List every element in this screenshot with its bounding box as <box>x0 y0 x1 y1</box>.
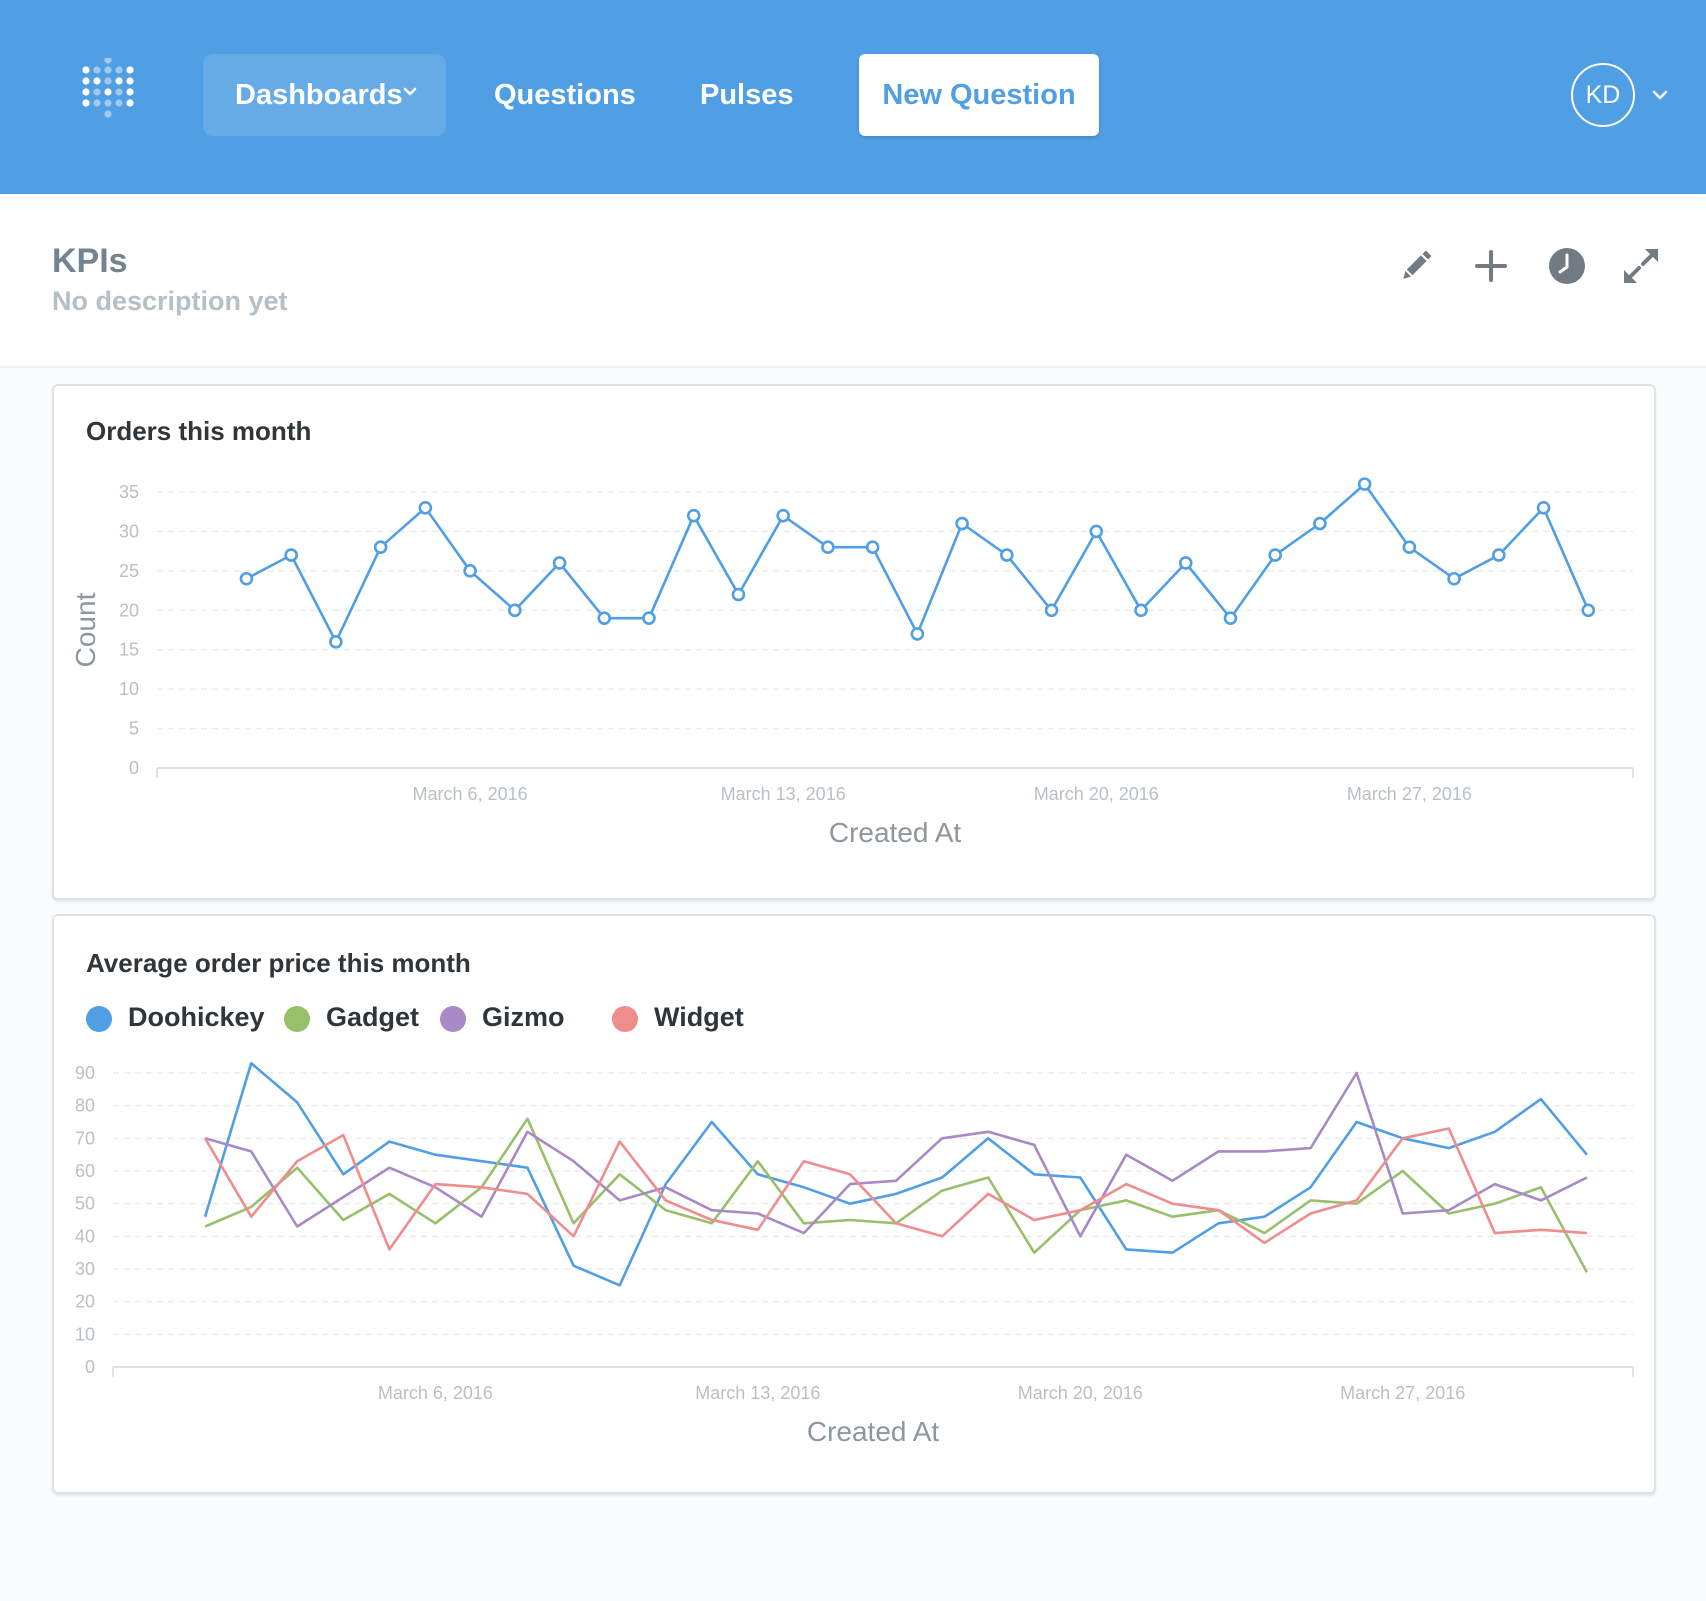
data-point[interactable] <box>865 540 880 554</box>
x-tick-label: March 6, 2016 <box>378 1383 493 1403</box>
data-point[interactable] <box>910 627 925 641</box>
new-question-button[interactable]: New Question <box>859 54 1099 136</box>
data-point[interactable] <box>1357 477 1372 491</box>
data-point[interactable] <box>1581 603 1596 618</box>
legend-color-dot <box>612 1006 638 1032</box>
dashboard-description: No description yet <box>52 286 288 316</box>
data-point[interactable] <box>239 571 254 586</box>
y-tick-label: 0 <box>129 758 139 778</box>
data-point[interactable] <box>1000 548 1014 562</box>
data-point[interactable] <box>686 508 701 523</box>
series-line-gizmo[interactable] <box>204 1071 1588 1238</box>
x-tick-label: March 20, 2016 <box>1018 1383 1143 1403</box>
expand-icon[interactable] <box>1621 246 1661 286</box>
average-order-price-card[interactable]: Average order price this month Doohickey… <box>52 914 1656 1494</box>
y-tick-label: 10 <box>75 1324 95 1344</box>
y-tick-label: 20 <box>119 600 139 620</box>
legend-label: Gizmo <box>482 1002 565 1032</box>
data-point[interactable] <box>731 587 746 602</box>
data-point[interactable] <box>597 611 612 625</box>
legend-label: Widget <box>654 1002 744 1032</box>
data-point[interactable] <box>1536 500 1551 515</box>
chevron-down-icon <box>403 87 417 96</box>
y-tick-label: 0 <box>85 1357 95 1377</box>
series-line-widget[interactable] <box>203 1127 1587 1251</box>
y-tick-label: 30 <box>119 521 139 541</box>
data-point[interactable] <box>821 540 835 554</box>
data-point[interactable] <box>1044 603 1059 618</box>
data-point[interactable] <box>373 540 388 554</box>
y-tick-label: 90 <box>75 1063 95 1083</box>
y-tick-label: 20 <box>75 1292 95 1312</box>
data-point[interactable] <box>776 508 790 523</box>
y-axis-title: Count <box>70 592 101 667</box>
legend-color-dot <box>86 1006 112 1032</box>
nav-dashboards-dropdown[interactable]: Dashboards <box>203 54 446 136</box>
clock-icon[interactable] <box>1547 246 1587 286</box>
chevron-down-icon[interactable] <box>1650 88 1670 102</box>
legend-label: Gadget <box>326 1002 420 1032</box>
x-tick-label: March 13, 2016 <box>695 1383 820 1403</box>
y-tick-label: 30 <box>75 1259 95 1279</box>
average-price-line-chart: 0 10 20 30 40 50 60 70 80 90 March 6, 2016 March 13… <box>75 1061 1634 1447</box>
data-point[interactable] <box>1134 603 1148 618</box>
x-tick-label: March 20, 2016 <box>1034 784 1159 804</box>
data-point[interactable] <box>1313 516 1327 531</box>
x-axis-title: Created At <box>829 817 962 848</box>
series-line[interactable] <box>245 482 1590 644</box>
data-point[interactable] <box>1178 556 1193 570</box>
x-tick-label: March 27, 2016 <box>1340 1383 1465 1403</box>
y-tick-label: 25 <box>119 561 139 581</box>
data-point[interactable] <box>508 603 522 618</box>
y-tick-label: 60 <box>75 1161 95 1181</box>
orders-line-chart: 0 5 10 15 20 25 30 35 March 6, 2016 March 13, 201… <box>70 477 1634 848</box>
series-line-doohickey[interactable] <box>203 1061 1588 1287</box>
legend-color-dot <box>284 1006 310 1032</box>
data-point[interactable] <box>552 556 567 570</box>
plus-icon[interactable] <box>1471 246 1511 286</box>
y-tick-label: 10 <box>119 679 139 699</box>
data-point[interactable] <box>418 500 433 515</box>
nav-dashboards-label: Dashboards <box>235 79 403 111</box>
data-point[interactable] <box>1447 571 1461 586</box>
y-tick-label: 80 <box>75 1096 95 1116</box>
card-title: Average order price this month <box>86 948 471 978</box>
dashboard-title: KPIs <box>52 242 128 280</box>
x-tick-label: March 27, 2016 <box>1347 784 1472 804</box>
y-tick-label: 5 <box>129 719 139 739</box>
y-tick-label: 15 <box>119 640 139 660</box>
data-point[interactable] <box>463 564 477 578</box>
y-tick-label: 50 <box>75 1194 95 1214</box>
nav-questions-link[interactable]: Questions <box>494 79 636 111</box>
metabase-logo-icon[interactable] <box>80 56 136 128</box>
data-point[interactable] <box>1402 540 1417 554</box>
data-point[interactable] <box>329 635 343 649</box>
x-tick-label: March 13, 2016 <box>721 784 846 804</box>
data-point[interactable] <box>955 516 969 531</box>
data-point[interactable] <box>642 611 656 625</box>
data-point[interactable] <box>1089 524 1104 539</box>
data-point[interactable] <box>1268 548 1282 562</box>
pencil-icon[interactable] <box>1396 246 1436 286</box>
y-tick-label: 35 <box>119 482 139 502</box>
x-tick-label: March 6, 2016 <box>413 784 528 804</box>
legend-label: Doohickey <box>128 1002 265 1032</box>
data-point[interactable] <box>284 548 298 562</box>
data-point[interactable] <box>1223 611 1238 625</box>
top-navigation-bar: Dashboards Questions Pulses New Question… <box>0 0 1706 194</box>
nav-pulses-link[interactable]: Pulses <box>700 79 794 111</box>
user-avatar[interactable]: KD <box>1571 63 1635 127</box>
y-tick-label: 70 <box>75 1128 95 1148</box>
y-tick-label: 40 <box>75 1226 95 1246</box>
card-title: Orders this month <box>86 416 312 446</box>
orders-this-month-card[interactable]: Orders this month 0 5 10 15 20 25 30 35 March 6,… <box>52 384 1656 900</box>
legend-color-dot <box>440 1006 466 1032</box>
x-axis-title: Created At <box>807 1416 940 1447</box>
data-point[interactable] <box>1492 548 1506 562</box>
dashboard-header: KPIs No description yet <box>0 194 1706 368</box>
